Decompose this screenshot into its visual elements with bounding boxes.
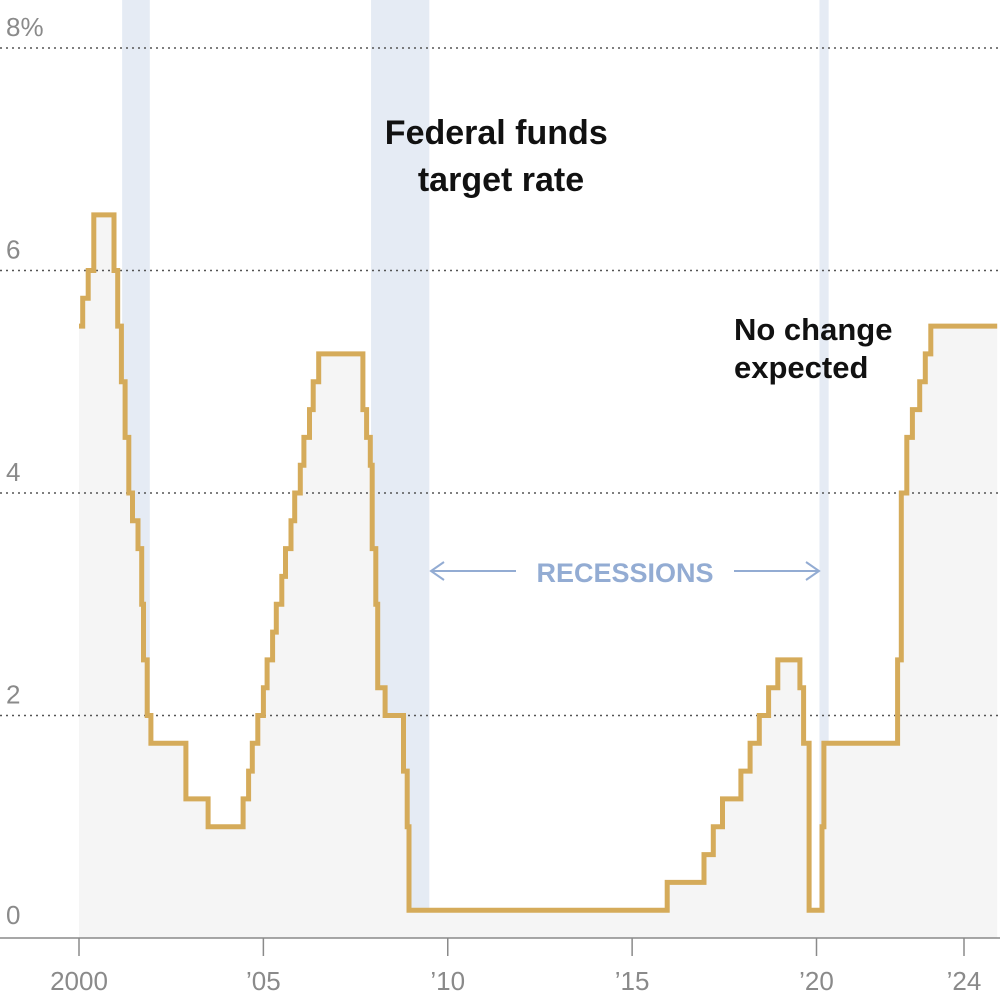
x-tick-label-2024: ’24 [947, 966, 982, 996]
x-tick-label-2015: ’15 [615, 966, 650, 996]
y-tick-label-4: 4 [6, 457, 20, 487]
annotation-line-2: expected [734, 350, 868, 385]
gridlines [0, 47, 1000, 717]
x-tick-label-2000: 2000 [50, 966, 108, 996]
x-tick-label-2005: ’05 [246, 966, 281, 996]
recessions-arrowhead-right [805, 561, 821, 581]
annotation-no-change: No change expected [734, 312, 901, 385]
y-tick-label-6: 6 [6, 235, 20, 265]
series-line-rate [79, 212, 998, 913]
y-tick-label-0: 0 [6, 900, 20, 930]
recessions-label: RECESSIONS [536, 558, 713, 588]
y-tick-label-2: 2 [6, 680, 20, 710]
y-axis-ticks: 0 2 4 6 8% [6, 12, 44, 930]
x-tick-label-2010: ’10 [430, 966, 465, 996]
x-tick-label-2020: ’20 [799, 966, 834, 996]
recession-band-3 [819, 0, 829, 938]
annotation-line-1: No change [734, 312, 892, 347]
chart-title-line-1: Federal funds [385, 114, 608, 152]
rate-area-fill [79, 214, 998, 938]
recessions-legend: RECESSIONS [429, 558, 821, 588]
chart-title-line-2: target rate [418, 161, 584, 199]
y-tick-label-8: 8% [6, 12, 44, 42]
chart-title: Federal funds target rate [385, 114, 617, 199]
x-axis-ticks: 2000 ’05 ’10 ’15 ’20 ’24 [50, 938, 981, 996]
recessions-arrowhead-left [429, 561, 445, 581]
